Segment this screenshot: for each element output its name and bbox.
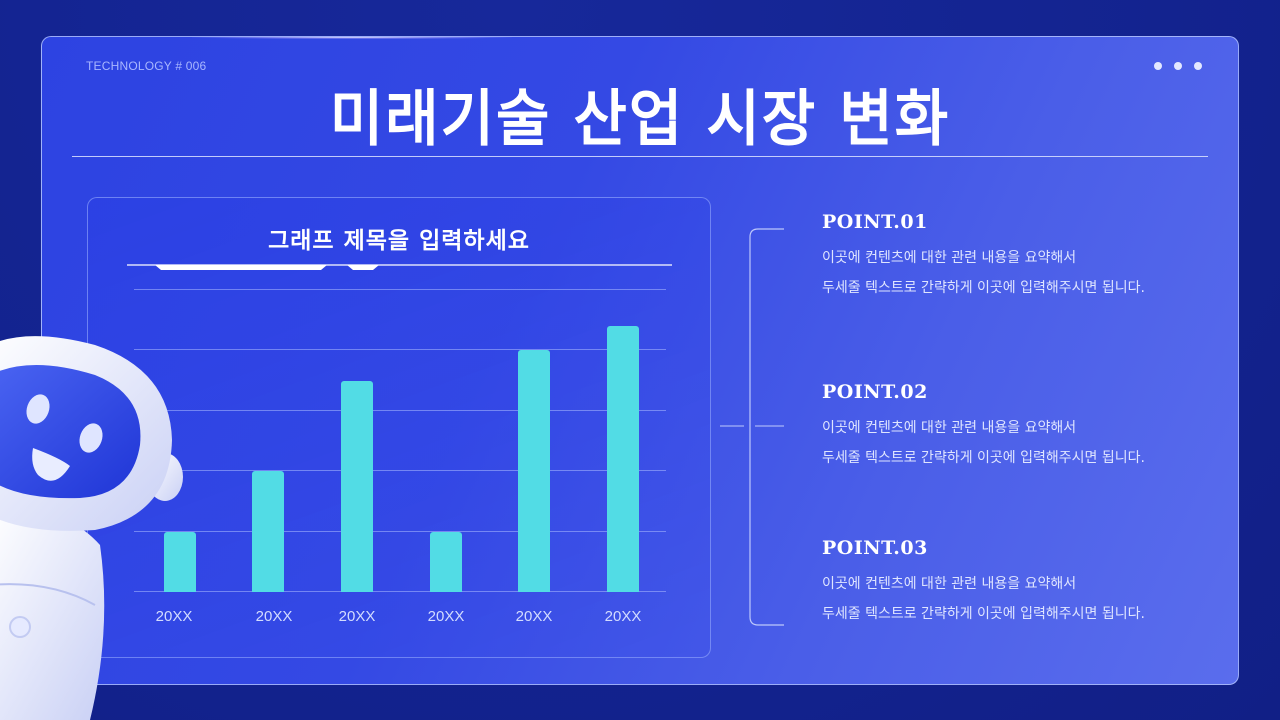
dot-icon — [1154, 62, 1162, 70]
main-panel: TECHNOLOGY # 006 미래기술 산업 시장 변화 그래프 제목을 입… — [41, 36, 1239, 685]
gridline — [134, 470, 666, 471]
x-axis-label: 20XX — [427, 608, 465, 625]
bar — [607, 326, 639, 592]
bar — [430, 532, 462, 592]
point-text-line: 이곳에 컨텐츠에 대한 관련 내용을 요약해서 — [822, 250, 1077, 266]
section-tag: TECHNOLOGY # 006 — [86, 59, 207, 73]
point-text-line: 이곳에 컨텐츠에 대한 관련 내용을 요약해서 — [822, 420, 1077, 436]
gridline — [134, 349, 666, 350]
point-item-3: POINT.03 이곳에 컨텐츠에 대한 관련 내용을 요약해서 두세줄 텍스트… — [822, 537, 1222, 629]
point-text-line: 이곳에 컨텐츠에 대한 관련 내용을 요약해서 — [822, 576, 1077, 592]
point-item-2: POINT.02 이곳에 컨텐츠에 대한 관련 내용을 요약해서 두세줄 텍스트… — [822, 381, 1222, 473]
gridline — [134, 289, 666, 290]
points-bracket — [720, 228, 784, 626]
gridline — [134, 531, 666, 532]
dot-icon — [1194, 62, 1202, 70]
bar — [252, 471, 284, 592]
x-axis-label: 20XX — [255, 608, 293, 625]
bar-chart — [134, 289, 666, 592]
gridline — [134, 591, 666, 592]
point-title: POINT.02 — [822, 381, 928, 403]
x-axis-label: 20XX — [155, 608, 193, 625]
x-axis-label: 20XX — [515, 608, 553, 625]
bar — [518, 350, 550, 592]
dot-icon — [1174, 62, 1182, 70]
chart-title-underline — [127, 264, 672, 270]
top-border-glow — [192, 37, 512, 39]
point-text-line: 두세줄 텍스트로 간략하게 이곳에 입력해주시면 됩니다. — [822, 450, 1145, 466]
point-text-line: 두세줄 텍스트로 간략하게 이곳에 입력해주시면 됩니다. — [822, 280, 1145, 296]
bar — [341, 381, 373, 592]
point-text-line: 두세줄 텍스트로 간략하게 이곳에 입력해주시면 됩니다. — [822, 606, 1145, 622]
more-dots-icon — [1154, 62, 1202, 70]
gridline — [134, 410, 666, 411]
point-item-1: POINT.01 이곳에 컨텐츠에 대한 관련 내용을 요약해서 두세줄 텍스트… — [822, 211, 1222, 303]
page-title: 미래기술 산업 시장 변화 — [329, 82, 951, 154]
chart-panel: 그래프 제목을 입력하세요 20XX 20XX 20XX 20XX 20XX 20XX — [87, 197, 711, 658]
title-divider — [72, 156, 1208, 157]
chart-title: 그래프 제목을 입력하세요 — [268, 228, 530, 254]
point-title: POINT.01 — [822, 211, 928, 233]
x-axis-label: 20XX — [604, 608, 642, 625]
x-axis-label: 20XX — [338, 608, 376, 625]
bar — [164, 532, 196, 592]
point-title: POINT.03 — [822, 537, 928, 559]
